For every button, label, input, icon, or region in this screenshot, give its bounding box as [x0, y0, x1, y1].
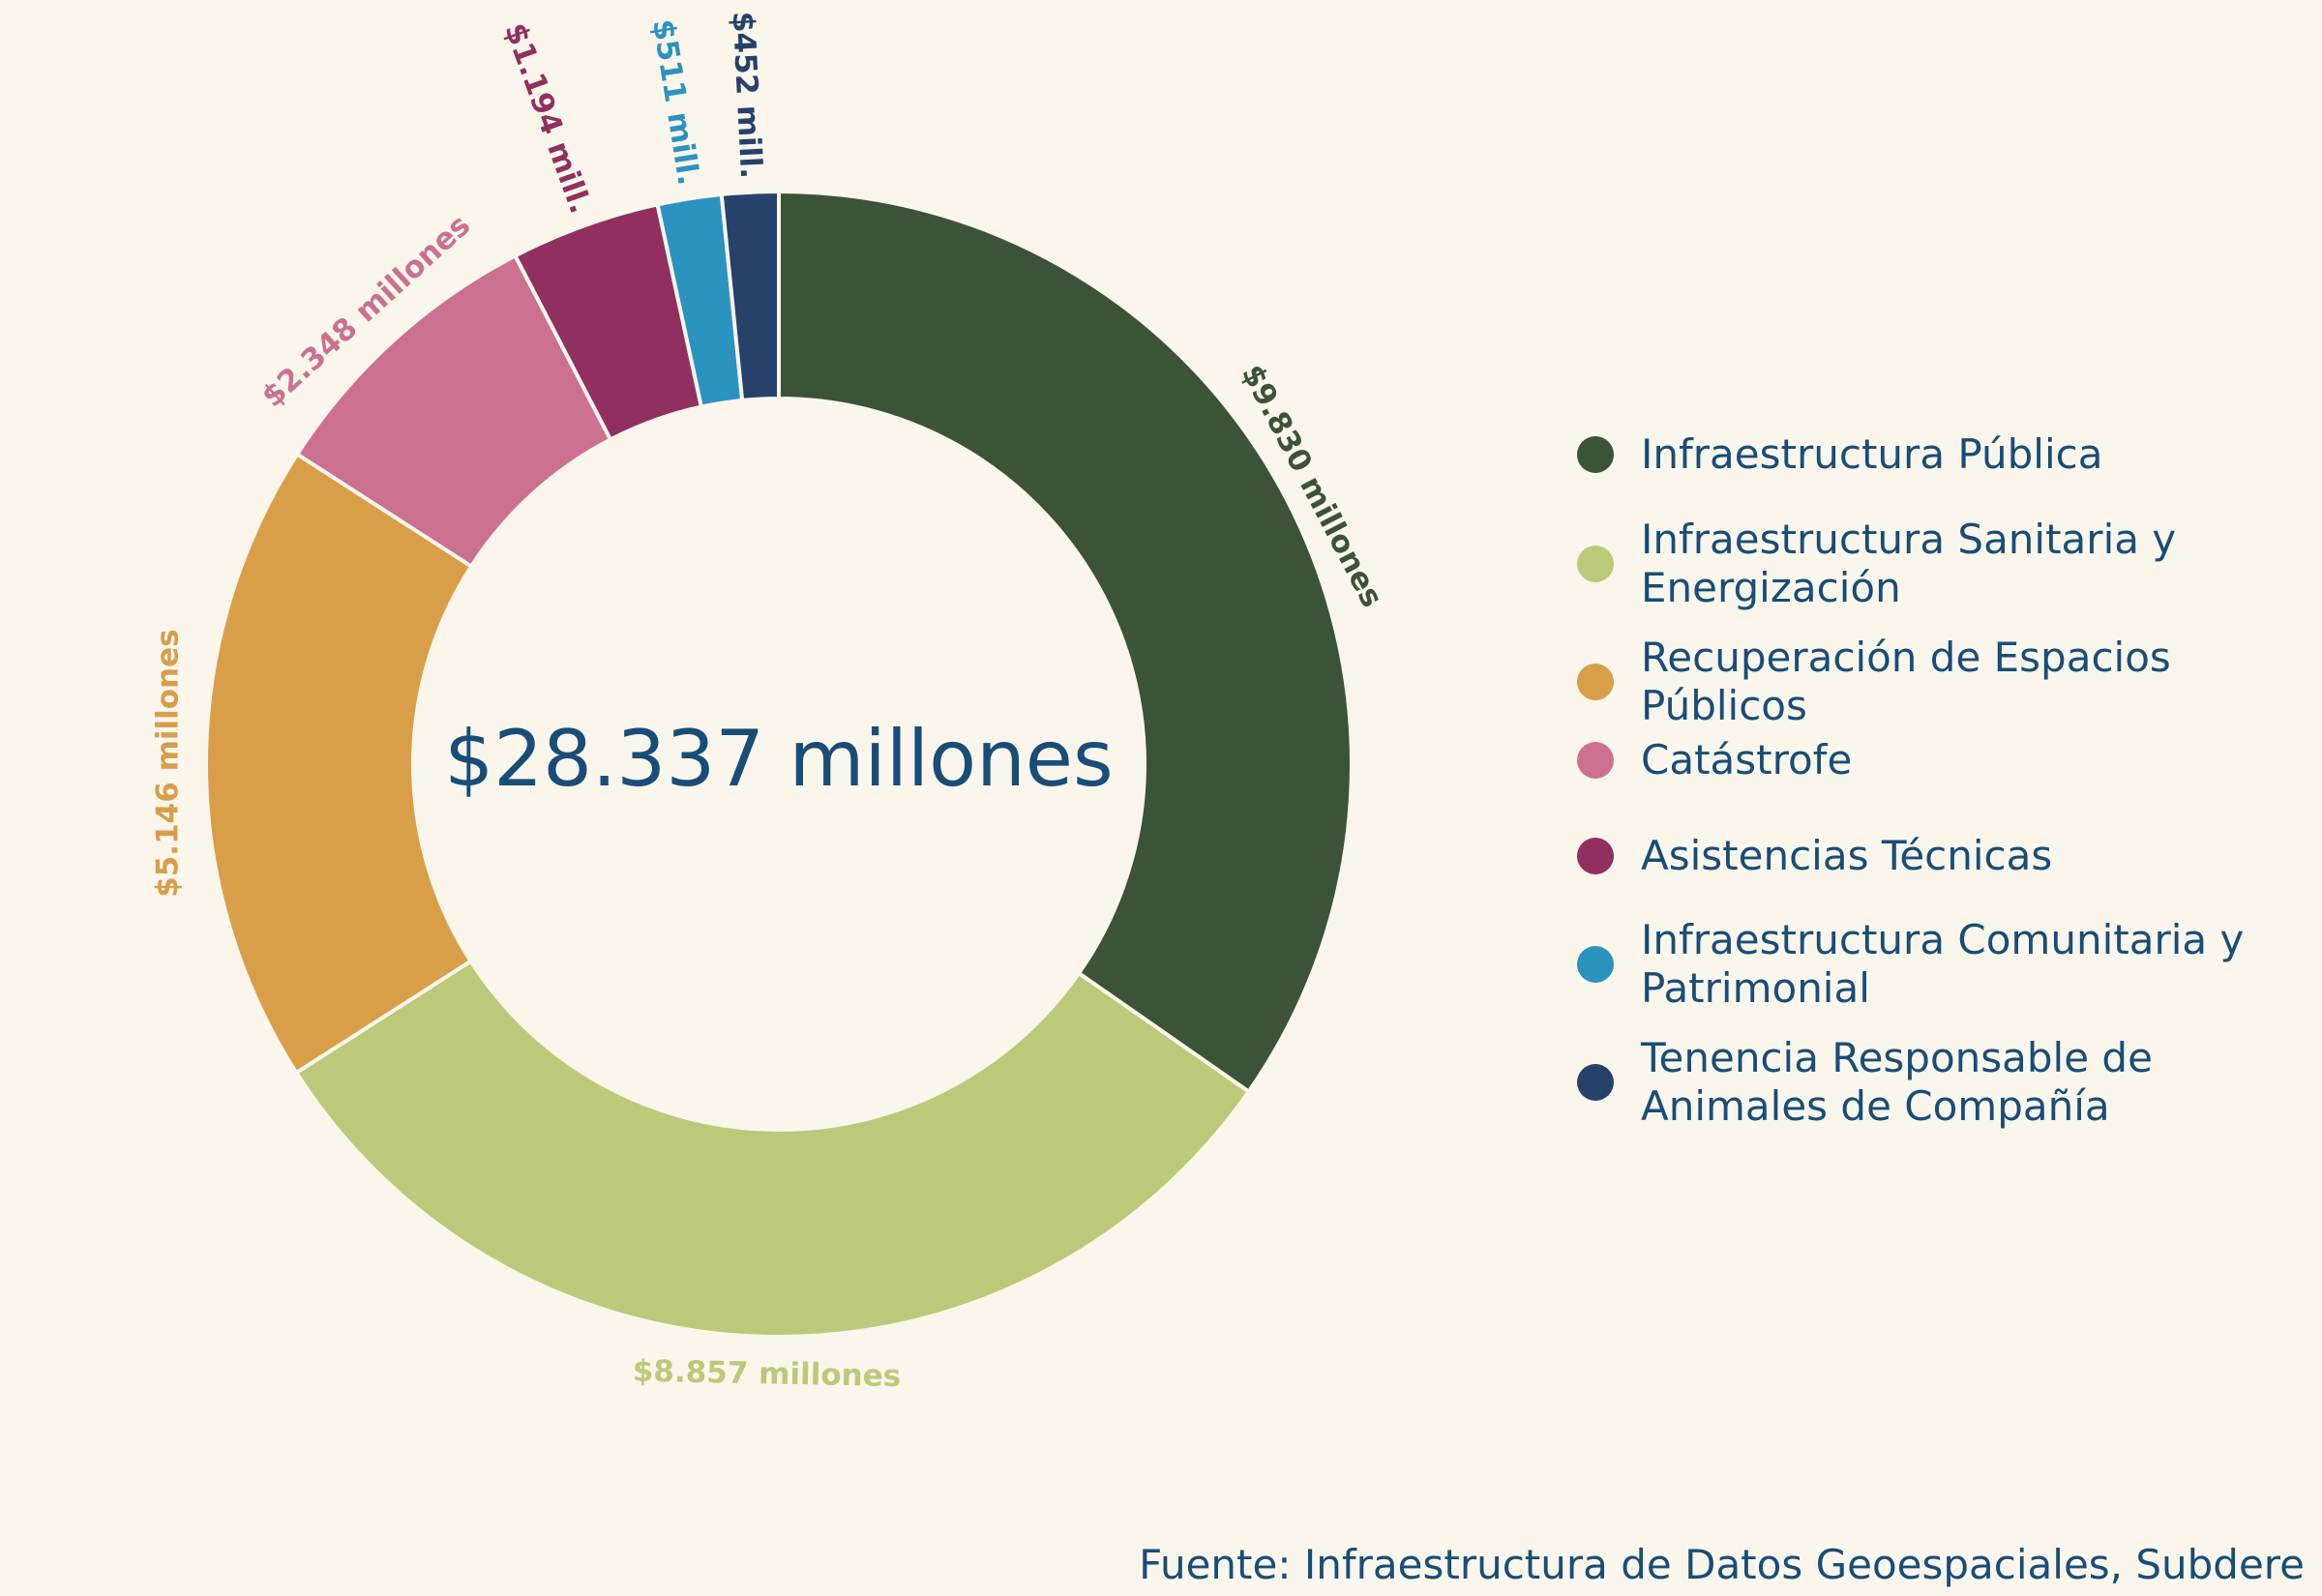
legend-label: Catástrofe — [1641, 736, 1853, 783]
value-label-asistencias-tecnicas: $1.194 mill. — [497, 18, 598, 218]
legend-swatch — [1577, 742, 1614, 779]
donut-slice-tenencia-responsable-de-animales-de-compania — [719, 189, 781, 403]
legend-item-tenencia-responsable: Tenencia Responsable de Animales de Comp… — [1577, 1034, 2299, 1131]
value-label-infraestructura-comunitaria-y-patrimonial: $511 mill. — [645, 16, 706, 188]
donut-chart: $9.830 millones$8.857 millones$5.146 mil… — [150, 11, 1389, 1394]
legend-label: Tenencia Responsable de Animales de Comp… — [1641, 1034, 2153, 1130]
legend-item-catastrofe: Catástrofe — [1577, 736, 2299, 784]
legend-swatch — [1577, 664, 1614, 700]
center-total-label: $28.337 millones — [444, 714, 1113, 804]
legend-item-infraestructura-publica: Infraestructura Pública — [1577, 430, 2299, 479]
legend-label: Infraestructura Comunitaria y Patrimonia… — [1641, 916, 2245, 1012]
donut-slice-infraestructura-sanitaria-y-energizacion — [293, 958, 1252, 1339]
source-note: Fuente: Infraestructura de Datos Geoespa… — [1139, 1541, 2305, 1588]
donut-slice-recuperacion-de-espacios-publicos — [204, 451, 474, 1076]
legend-swatch — [1577, 1064, 1614, 1101]
legend-item-asistencias-tecnicas: Asistencias Técnicas — [1577, 832, 2299, 880]
legend-swatch — [1577, 838, 1614, 874]
legend-label: Infraestructura Pública — [1641, 430, 2103, 478]
legend-swatch — [1577, 546, 1614, 582]
value-label-tenencia-responsable-de-animales-de-compania: $452 mill. — [726, 11, 769, 180]
legend-swatch — [1577, 436, 1614, 473]
legend-swatch — [1577, 946, 1614, 983]
donut-slice-infraestructura-publica — [777, 189, 1354, 1095]
legend-label: Recuperación de Espacios Públicos — [1641, 634, 2171, 729]
donut-slices — [204, 189, 1354, 1339]
legend-item-recuperacion-espacios: Recuperación de Espacios Públicos — [1577, 634, 2299, 730]
legend-item-infraestructura-sanitaria: Infraestructura Sanitaria y Energización — [1577, 516, 2299, 612]
value-label-infraestructura-sanitaria-y-energizacion: $8.857 millones — [632, 1354, 901, 1394]
legend-item-infraestructura-comunitaria: Infraestructura Comunitaria y Patrimonia… — [1577, 916, 2299, 1013]
legend-label: Asistencias Técnicas — [1641, 832, 2053, 879]
legend-label: Infraestructura Sanitaria y Energización — [1641, 516, 2177, 611]
value-label-recuperacion-de-espacios-publicos: $5.146 millones — [150, 629, 185, 898]
